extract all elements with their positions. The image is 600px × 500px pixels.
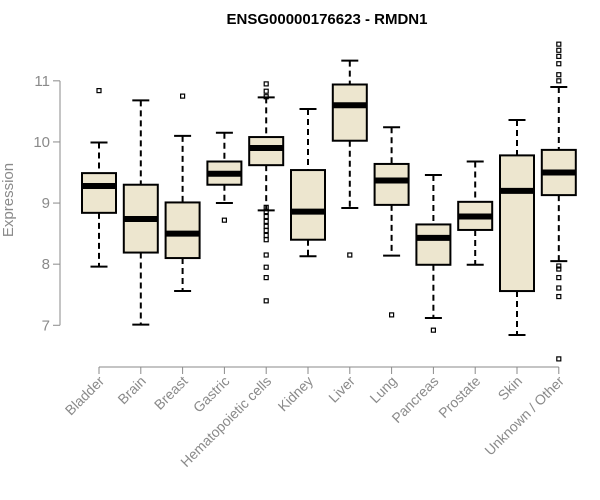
x-tick-label: Prostate <box>435 373 483 421</box>
outlier-point <box>263 209 269 215</box>
outlier-point <box>263 94 269 100</box>
outlier-point <box>263 227 269 234</box>
box-prostate <box>457 160 494 266</box>
x-tick-label: Kidney <box>275 373 317 415</box>
chart-title: ENSG00000176623 - RMDN1 <box>227 11 428 28</box>
y-axis: 7 8 9 10 11 <box>33 73 61 334</box>
outlier-point <box>430 327 436 333</box>
box-lung <box>373 126 410 318</box>
y-tick-label: 7 <box>42 317 50 334</box>
box-iqr <box>81 172 117 214</box>
box-iqr <box>164 201 201 260</box>
y-tick-label: 11 <box>34 73 50 90</box>
outlier-point <box>556 266 562 272</box>
box-pancreas <box>415 173 452 333</box>
box-iqr <box>331 83 368 142</box>
outlier-point <box>263 232 269 239</box>
outlier-point <box>556 293 562 300</box>
y-tick-label: 10 <box>33 134 50 151</box>
outlier-point <box>180 93 186 99</box>
box-brain <box>122 99 159 326</box>
outlier-point <box>556 285 562 291</box>
box-breast <box>164 93 201 293</box>
outlier-point <box>556 53 562 59</box>
outlier-point <box>263 252 269 258</box>
outlier-point <box>389 312 395 318</box>
box-iqr <box>415 223 452 266</box>
box-unknown-other <box>540 41 577 362</box>
outlier-point <box>263 223 269 229</box>
outlier-point <box>556 61 562 67</box>
boxes-group <box>81 41 577 362</box>
x-tick-label: Breast <box>151 373 191 413</box>
outlier-point <box>263 218 269 224</box>
x-tick-label: Liver <box>325 373 358 406</box>
outlier-point <box>96 88 102 94</box>
box-liver <box>331 59 368 258</box>
box-iqr <box>373 162 410 206</box>
y-axis-label: Expression <box>0 163 17 237</box>
outlier-point <box>556 78 562 84</box>
outlier-point <box>556 72 562 78</box>
box-bladder <box>81 88 117 268</box>
box-iqr <box>499 154 535 293</box>
outlier-point <box>263 298 269 304</box>
x-tick-label: Brain <box>114 373 148 407</box>
outlier-point <box>347 252 353 258</box>
outlier-point <box>263 81 269 87</box>
outlier-point <box>263 237 269 243</box>
outlier-point <box>556 47 562 53</box>
y-tick-label: 8 <box>42 256 50 273</box>
outlier-point <box>263 213 269 220</box>
x-tick-label: Lung <box>366 373 399 406</box>
box-skin <box>499 118 535 337</box>
box-iqr <box>290 169 326 241</box>
x-tick-label: Unknown / Other <box>481 373 567 459</box>
y-tick-label: 9 <box>42 195 50 212</box>
x-tick-label: Skin <box>495 373 526 404</box>
x-tick-label: Bladder <box>62 373 108 419</box>
outlier-point <box>556 356 562 362</box>
outlier-point <box>556 263 562 269</box>
outlier-point <box>556 275 562 281</box>
outlier-point <box>263 264 269 270</box>
outlier-point <box>221 217 227 223</box>
outlier-point <box>263 275 269 281</box>
outlier-point <box>556 41 562 47</box>
box-kidney <box>290 107 326 258</box>
outlier-point <box>263 88 269 94</box>
box-iqr <box>248 136 285 167</box>
box-gastric <box>206 131 243 223</box>
box-hematopoietic-cells <box>248 81 285 304</box>
